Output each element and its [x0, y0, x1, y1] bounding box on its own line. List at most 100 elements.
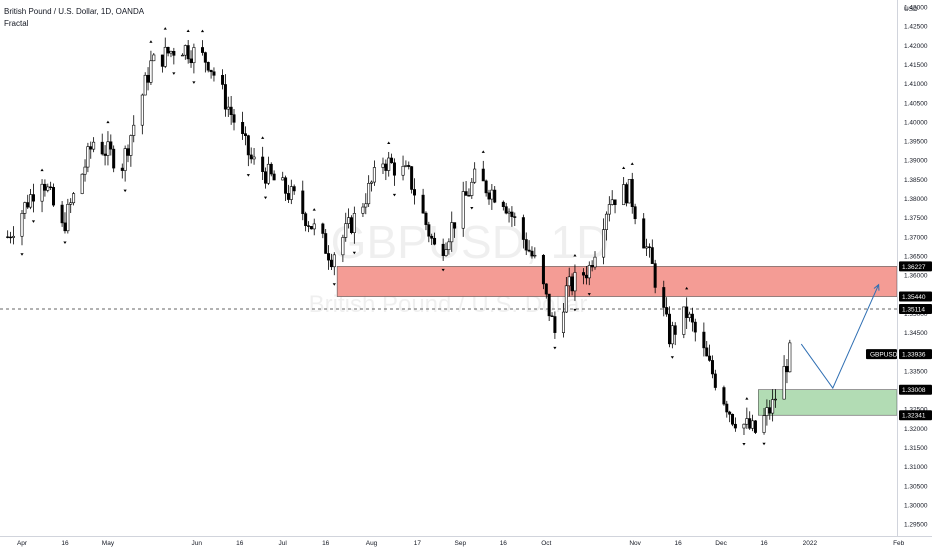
time-axis[interactable]: Apr 16 May Jun 16 Jul 16 Aug 17 Sep 16 Oct Nov 16 Dec 1… — [0, 536, 932, 548]
candle-body — [143, 74, 147, 96]
candle-body — [31, 194, 35, 202]
price-axis[interactable]: USD 1.43000 1.42500 1.42000 1.41500 1.41000 1… — [866, 0, 932, 536]
candle-body — [604, 213, 608, 230]
candle-body — [751, 420, 755, 429]
candle-body — [653, 263, 657, 288]
candle-body — [630, 179, 634, 207]
zones-layer — [336, 266, 898, 416]
candle-body — [782, 366, 786, 400]
candle-body — [570, 276, 574, 292]
candle-body — [306, 225, 310, 227]
candle-body — [43, 183, 47, 191]
candle-body — [507, 211, 511, 214]
fractal-up-mark — [622, 166, 626, 170]
candle-body — [490, 189, 494, 200]
candle-body — [349, 217, 353, 233]
candle-body — [768, 407, 772, 414]
candle-body — [690, 313, 694, 323]
x-tick-label: Feb — [893, 540, 905, 547]
candle-body — [232, 114, 236, 123]
candle-body — [183, 45, 187, 56]
candle-body — [341, 237, 345, 256]
y-tick-label: 1.39500 — [904, 139, 928, 146]
candle-body — [713, 373, 717, 388]
price-tag: 1.33008 — [899, 384, 932, 395]
y-tick-label: 1.40500 — [904, 100, 928, 107]
candle-body — [243, 133, 247, 136]
candle-body — [693, 321, 697, 333]
fractal-down-mark — [63, 241, 67, 245]
candle-body — [544, 283, 548, 295]
candle-body — [513, 216, 517, 218]
candle-body — [60, 204, 64, 224]
candle-body — [662, 287, 666, 308]
candle-body — [464, 191, 468, 196]
candle-body — [384, 163, 388, 171]
candle-body — [11, 235, 15, 238]
x-tick-label: 16 — [674, 540, 682, 547]
candle-body — [547, 293, 551, 317]
price-tag: 1.35114 — [899, 304, 932, 315]
candle-body — [413, 189, 417, 196]
fractal-up-mark — [573, 254, 577, 257]
fractal-down-mark — [263, 196, 268, 200]
candle-body — [26, 202, 30, 208]
x-tick-label: Aug — [366, 540, 378, 547]
candle-body — [561, 311, 565, 333]
candle-body — [381, 163, 385, 168]
candle-body — [667, 313, 671, 345]
candle-body — [627, 179, 631, 204]
candle-body — [527, 249, 531, 252]
candle-body — [29, 194, 33, 208]
candle-body — [410, 166, 414, 190]
candle-body — [530, 250, 534, 257]
candle-body — [444, 249, 448, 256]
candle-body — [120, 167, 124, 171]
candle-body — [613, 199, 617, 206]
candle-body — [533, 254, 537, 257]
fractal-down-mark — [670, 356, 674, 359]
fractal-up-mark — [630, 162, 634, 165]
x-tick-label: Jun — [192, 540, 203, 547]
candle-body — [665, 307, 669, 315]
fractal-down-mark — [573, 308, 577, 312]
y-tick-label: 1.37000 — [904, 234, 928, 241]
price-tag-label: 1.33936 — [902, 352, 926, 359]
candle-body — [100, 141, 104, 155]
candle-body — [226, 106, 230, 110]
candle-body — [705, 347, 709, 357]
candle-body — [146, 74, 150, 83]
candle-body — [407, 165, 411, 167]
fractal-up-mark — [261, 136, 265, 139]
candle-body — [344, 223, 348, 238]
y-tick-label: 1.41000 — [904, 81, 928, 88]
x-tick-label: 16 — [61, 540, 69, 547]
candle-body — [433, 237, 437, 245]
support-zone — [758, 389, 898, 416]
candle-body — [152, 54, 156, 62]
price-tag-box — [899, 410, 932, 421]
candle-body — [252, 156, 256, 160]
x-tick-label: 16 — [760, 540, 768, 547]
fractal-up-mark — [106, 120, 110, 124]
fractal-down-mark — [246, 174, 250, 177]
candle-body — [112, 148, 116, 169]
y-tick-label: 1.42500 — [904, 24, 928, 31]
fractal-down-mark — [470, 206, 474, 210]
candle-body — [708, 355, 712, 361]
candle-body — [473, 168, 477, 183]
price-tag-box — [899, 261, 932, 272]
projection-layer — [800, 283, 880, 390]
candle-body — [584, 274, 588, 279]
fractal-up-mark — [481, 150, 485, 153]
fractal-down-mark — [172, 72, 176, 75]
legend-indicator: Fractal — [4, 19, 29, 28]
candle-body — [327, 253, 331, 261]
candle-body — [103, 153, 107, 156]
fractal-up-mark — [149, 40, 153, 43]
candle-body — [246, 135, 250, 156]
candle-body — [361, 206, 365, 214]
candle-body — [550, 315, 554, 317]
fractals-layer — [20, 27, 766, 446]
